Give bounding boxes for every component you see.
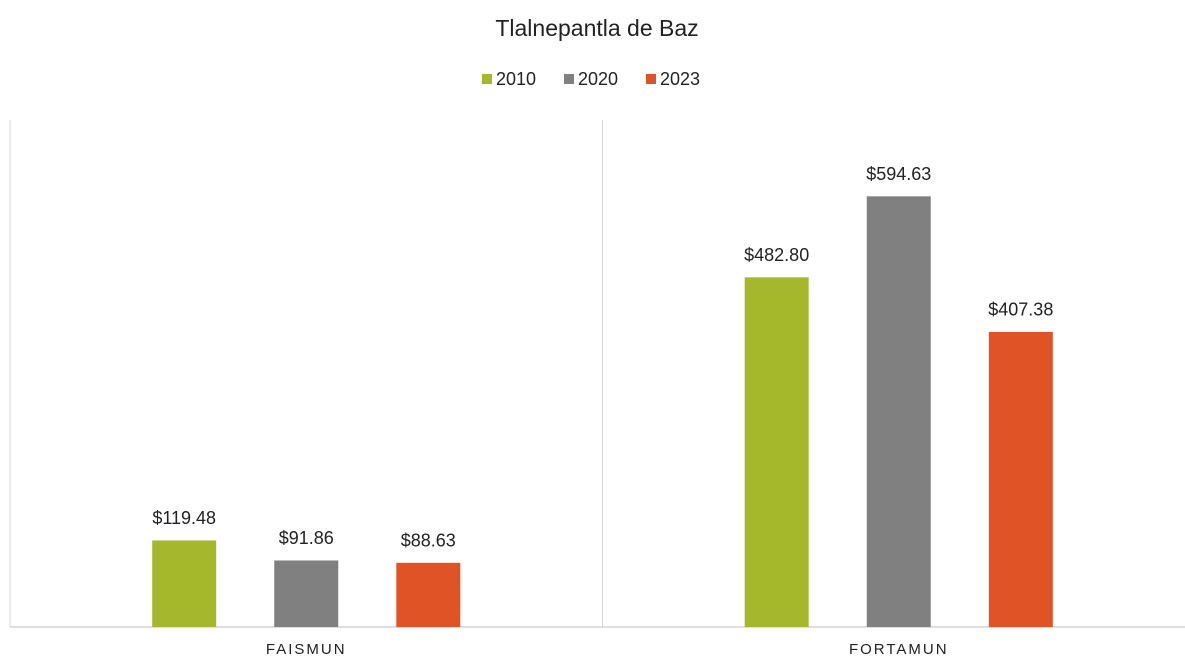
data-label: $407.38: [988, 300, 1053, 320]
legend-label: 2020: [578, 69, 618, 89]
bar: [866, 196, 931, 627]
chart-title: Tlalnepantla de Baz: [495, 15, 698, 41]
bar: [152, 540, 217, 627]
data-label: $88.63: [401, 531, 456, 551]
bar: [274, 560, 339, 627]
x-tick-label: FAISMUN: [266, 641, 347, 658]
legend-swatch: [564, 74, 574, 84]
bar: [988, 331, 1053, 627]
legend-label: 2023: [660, 69, 700, 89]
legend-swatch: [646, 74, 656, 84]
bar: [744, 277, 809, 627]
data-label: $91.86: [279, 528, 334, 548]
data-label: $594.63: [866, 164, 931, 184]
legend-swatch: [482, 74, 492, 84]
bar: [396, 562, 461, 627]
data-label: $119.48: [152, 508, 216, 528]
legend-label: 2010: [496, 69, 536, 89]
x-tick-label: FORTAMUN: [849, 641, 949, 658]
data-label: $482.80: [744, 245, 809, 265]
